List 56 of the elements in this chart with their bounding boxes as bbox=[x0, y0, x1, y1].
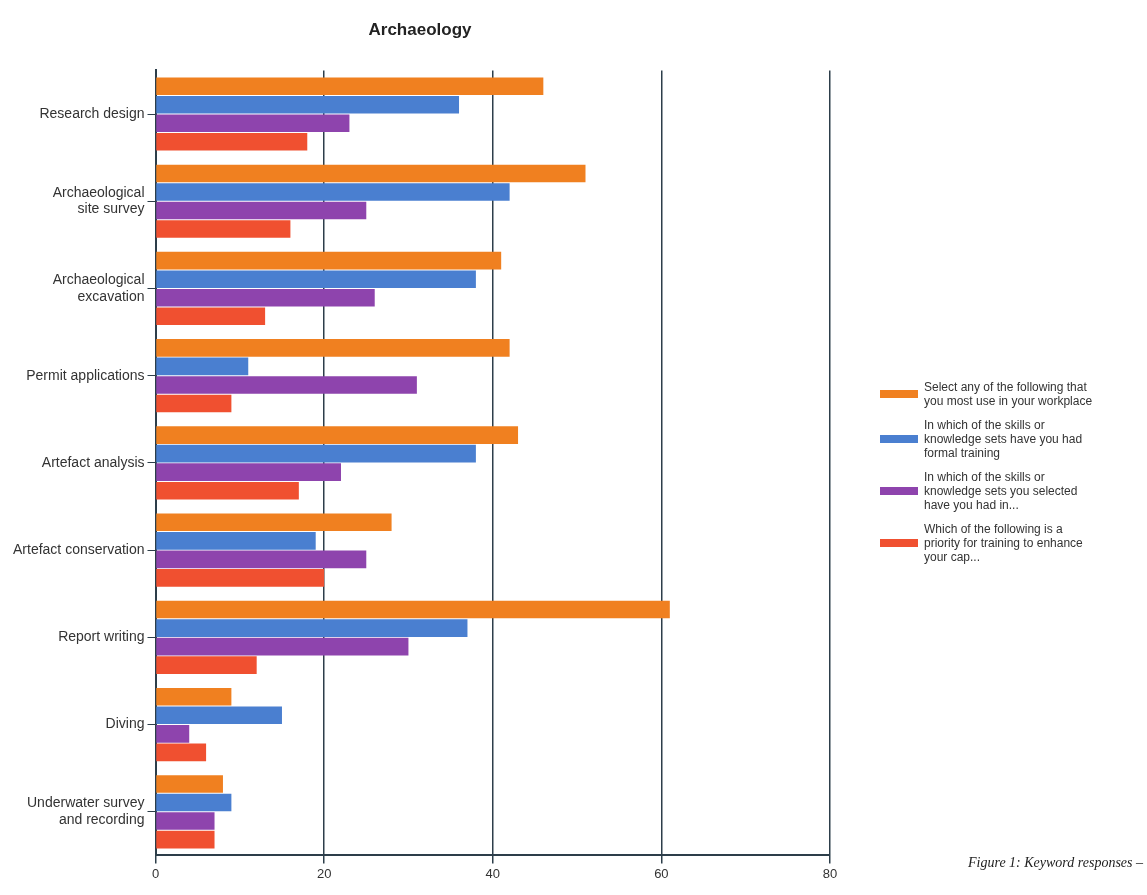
bar bbox=[156, 77, 544, 96]
bar bbox=[156, 569, 325, 587]
bar bbox=[156, 133, 308, 151]
bar bbox=[156, 656, 257, 674]
bar bbox=[156, 444, 476, 463]
y-tick-label: Underwater survey and recording bbox=[27, 794, 145, 828]
legend-label: Select any of the following that you most use in your workplace bbox=[924, 380, 1094, 408]
bar bbox=[156, 357, 249, 376]
bar bbox=[156, 426, 519, 444]
x-tick-label: 60 bbox=[654, 865, 669, 881]
bar bbox=[156, 201, 367, 220]
bar bbox=[156, 600, 670, 619]
bar bbox=[156, 220, 291, 238]
y-tick-label: Archaeological excavation bbox=[52, 270, 145, 304]
bar bbox=[156, 812, 215, 830]
y-tick-label: Report writing bbox=[58, 628, 145, 645]
bar bbox=[156, 288, 375, 307]
y-tick-label: Artefact conservation bbox=[12, 540, 145, 557]
bar bbox=[156, 376, 417, 394]
bar bbox=[156, 619, 468, 637]
y-tick-label: Permit applications bbox=[26, 366, 145, 383]
bar bbox=[156, 270, 476, 288]
bar bbox=[156, 251, 502, 270]
bar bbox=[156, 637, 409, 656]
bar bbox=[156, 183, 510, 201]
bar bbox=[156, 706, 282, 725]
bar bbox=[156, 307, 266, 326]
bar bbox=[156, 793, 232, 812]
bar bbox=[156, 743, 207, 762]
bar bbox=[156, 687, 232, 706]
legend-label: In which of the skills or knowledge sets have you had formal training bbox=[924, 418, 1084, 460]
y-tick-label: Diving bbox=[105, 715, 145, 732]
bar bbox=[156, 114, 350, 133]
legend-label: Which of the following is a priority for training to enhance your cap... bbox=[924, 522, 1084, 564]
bar bbox=[156, 95, 460, 114]
bar bbox=[156, 463, 341, 481]
bar bbox=[156, 339, 510, 357]
bar bbox=[156, 830, 215, 849]
x-tick-label: 20 bbox=[316, 865, 332, 881]
y-tick-label: Archaeological site survey bbox=[52, 183, 145, 217]
x-tick-label: 80 bbox=[822, 865, 838, 881]
x-tick-label: 0 bbox=[151, 865, 160, 881]
x-tick-label: 40 bbox=[485, 865, 500, 881]
legend-label: In which of the skills or knowledge sets you selected have you had in... bbox=[924, 470, 1079, 512]
bar bbox=[156, 725, 190, 743]
y-tick-label: Artefact analysis bbox=[41, 453, 145, 470]
y-tick-label: Research design bbox=[39, 104, 145, 121]
caption: Figure 1: Keyword responses – bbox=[968, 855, 1143, 871]
bar bbox=[156, 481, 299, 500]
bar bbox=[156, 775, 223, 793]
bar bbox=[156, 164, 586, 183]
bar bbox=[156, 550, 367, 569]
bar bbox=[156, 513, 392, 532]
bar bbox=[156, 394, 232, 413]
bar bbox=[156, 532, 316, 550]
chart-title: Archaeology bbox=[368, 19, 473, 39]
